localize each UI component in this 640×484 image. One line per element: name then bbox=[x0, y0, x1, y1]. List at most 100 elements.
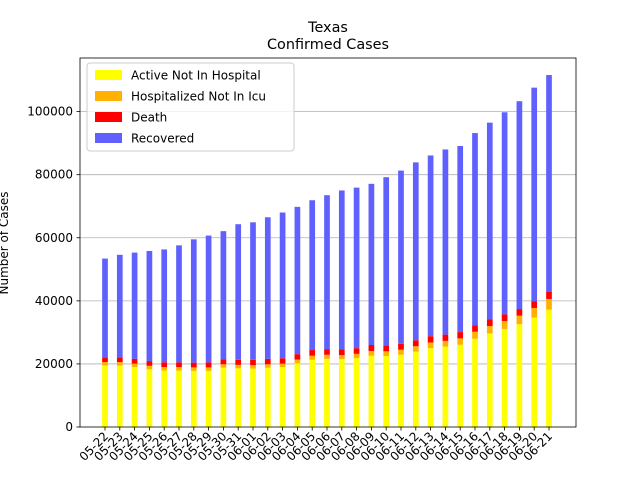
bar-06-04-death bbox=[294, 354, 301, 360]
bar-05-30-recovered bbox=[220, 231, 227, 360]
bar-06-02-hospitalized-not-in-icu bbox=[264, 364, 271, 368]
bar-06-15-hospitalized-not-in-icu bbox=[457, 338, 464, 345]
bar-05-24-hospitalized-not-in-icu bbox=[131, 363, 138, 368]
bar-05-28-active-not-in-hospital bbox=[190, 370, 197, 427]
bar-06-07-recovered bbox=[338, 190, 345, 350]
bar-06-17-death bbox=[486, 319, 493, 327]
bar-05-25-hospitalized-not-in-icu bbox=[146, 365, 153, 370]
bar-05-24-active-not-in-hospital bbox=[131, 367, 138, 427]
bar-06-06-recovered bbox=[324, 195, 330, 350]
bar-05-25-death bbox=[146, 361, 153, 366]
bar-06-19-death bbox=[516, 309, 523, 316]
bar-06-16-active-not-in-hospital bbox=[472, 338, 478, 427]
bar-05-24-recovered bbox=[131, 252, 138, 359]
legend-swatch-2 bbox=[95, 112, 122, 122]
bar-06-18-recovered bbox=[501, 112, 508, 315]
bar-06-17-recovered bbox=[486, 122, 493, 320]
bar-05-22-hospitalized-not-in-icu bbox=[102, 362, 108, 366]
bar-06-09-death bbox=[368, 345, 375, 351]
plot-frame bbox=[79, 57, 577, 428]
bar-06-14-recovered bbox=[442, 149, 449, 335]
bar-06-09-recovered bbox=[368, 183, 375, 345]
legend-label-2: Death bbox=[131, 111, 167, 125]
bar-06-15-recovered bbox=[457, 145, 464, 333]
bar-06-13-recovered bbox=[427, 155, 434, 337]
y-tick-label-5: 100000 bbox=[27, 105, 73, 119]
bar-06-20-death bbox=[531, 301, 538, 309]
bar-06-18-death bbox=[501, 314, 508, 322]
bar-06-04-active-not-in-hospital bbox=[294, 363, 301, 427]
bar-06-10-active-not-in-hospital bbox=[383, 356, 390, 427]
bar-05-30-hospitalized-not-in-icu bbox=[220, 364, 227, 368]
bar-06-08-recovered bbox=[353, 187, 360, 349]
bar-06-12-recovered bbox=[412, 162, 419, 341]
bar-05-31-active-not-in-hospital bbox=[235, 368, 242, 427]
bar-05-29-hospitalized-not-in-icu bbox=[205, 367, 212, 371]
legend-box bbox=[86, 62, 295, 152]
bar-06-06-death bbox=[324, 349, 330, 355]
bar-05-29-recovered bbox=[205, 235, 212, 363]
bar-06-01-active-not-in-hospital bbox=[250, 368, 256, 427]
bar-05-31-recovered bbox=[235, 224, 242, 360]
legend-label-3: Recovered bbox=[131, 132, 194, 146]
bar-05-25-recovered bbox=[146, 251, 153, 362]
bar-06-02-active-not-in-hospital bbox=[264, 367, 271, 427]
bar-06-16-death bbox=[472, 325, 478, 332]
bar-06-07-death bbox=[338, 349, 345, 356]
chart-subtitle: Confirmed Cases bbox=[267, 37, 389, 53]
bar-06-19-active-not-in-hospital bbox=[516, 324, 523, 427]
legend-label-0: Active Not In Hospital bbox=[131, 69, 261, 83]
bar-06-08-active-not-in-hospital bbox=[353, 358, 360, 427]
bar-05-26-recovered bbox=[161, 249, 168, 363]
bar-06-11-recovered bbox=[398, 170, 404, 344]
bar-05-27-recovered bbox=[176, 245, 182, 363]
bar-06-10-recovered bbox=[383, 177, 390, 346]
bar-05-22-death bbox=[102, 357, 108, 363]
bar-05-28-death bbox=[190, 362, 197, 368]
bar-06-18-active-not-in-hospital bbox=[501, 328, 508, 427]
bar-05-22-recovered bbox=[102, 258, 108, 358]
bar-06-01-death bbox=[250, 359, 256, 366]
bar-06-19-hospitalized-not-in-icu bbox=[516, 315, 523, 325]
bar-06-08-death bbox=[353, 348, 360, 354]
bar-06-03-hospitalized-not-in-icu bbox=[279, 363, 286, 368]
bar-06-21-death bbox=[546, 292, 552, 299]
legend-label-1: Hospitalized Not In Icu bbox=[131, 90, 266, 104]
y-tick-label-1: 20000 bbox=[35, 357, 73, 371]
bar-05-23-death bbox=[116, 357, 123, 363]
bar-05-29-death bbox=[205, 362, 212, 368]
legend-swatch-1 bbox=[95, 91, 122, 101]
bar-06-04-hospitalized-not-in-icu bbox=[294, 359, 301, 364]
bar-06-07-active-not-in-hospital bbox=[338, 359, 345, 427]
bar-06-05-death bbox=[309, 350, 316, 356]
bar-06-11-hospitalized-not-in-icu bbox=[398, 349, 404, 355]
bar-06-01-recovered bbox=[250, 222, 256, 360]
bar-06-05-hospitalized-not-in-icu bbox=[309, 355, 316, 360]
bar-06-16-recovered bbox=[472, 133, 478, 326]
bar-06-17-active-not-in-hospital bbox=[486, 333, 493, 427]
bar-06-12-hospitalized-not-in-icu bbox=[412, 346, 419, 352]
bar-06-14-death bbox=[442, 334, 449, 341]
bar-06-07-hospitalized-not-in-icu bbox=[338, 355, 345, 360]
bar-06-13-hospitalized-not-in-icu bbox=[427, 342, 434, 349]
y-tick-label-3: 60000 bbox=[35, 231, 73, 245]
bars bbox=[102, 75, 552, 427]
bar-05-27-hospitalized-not-in-icu bbox=[176, 367, 182, 371]
bar-06-08-hospitalized-not-in-icu bbox=[353, 353, 360, 359]
bar-06-12-death bbox=[412, 340, 419, 347]
bar-06-11-death bbox=[398, 343, 404, 350]
bar-06-19-recovered bbox=[516, 101, 523, 310]
bar-06-20-recovered bbox=[531, 87, 538, 302]
bar-06-21-active-not-in-hospital bbox=[546, 309, 552, 427]
bar-06-06-active-not-in-hospital bbox=[324, 358, 330, 427]
y-tick-label-2: 40000 bbox=[35, 294, 73, 308]
bar-06-15-active-not-in-hospital bbox=[457, 344, 464, 427]
bar-06-13-active-not-in-hospital bbox=[427, 348, 434, 427]
bar-05-23-active-not-in-hospital bbox=[116, 365, 123, 427]
bar-06-06-hospitalized-not-in-icu bbox=[324, 354, 330, 359]
bar-06-04-recovered bbox=[294, 206, 301, 355]
bar-05-30-death bbox=[220, 359, 227, 365]
bar-06-20-active-not-in-hospital bbox=[531, 317, 538, 427]
